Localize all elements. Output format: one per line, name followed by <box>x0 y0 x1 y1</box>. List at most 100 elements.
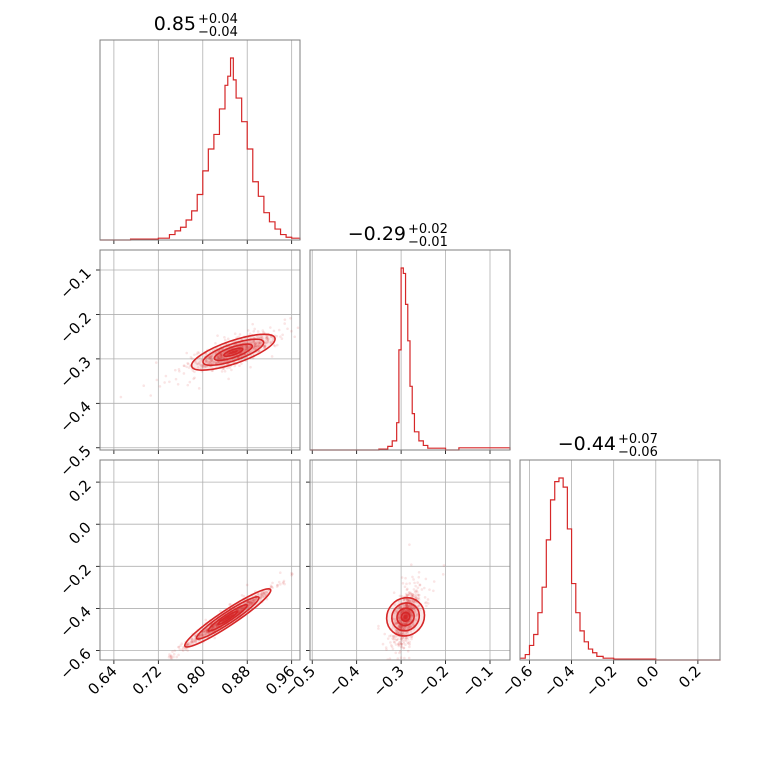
sample-point <box>411 594 415 598</box>
sample-point <box>213 636 216 640</box>
sample-point <box>423 596 427 599</box>
sample-point <box>404 631 408 635</box>
sample-point <box>246 600 249 604</box>
sample-point <box>247 603 251 606</box>
sample-point <box>251 598 255 602</box>
sample-point <box>253 327 256 331</box>
sample-point <box>398 625 402 629</box>
sample-point <box>302 339 305 342</box>
sample-point <box>216 355 220 359</box>
x-tick-label: −0.2 <box>414 662 452 700</box>
sample-point <box>413 581 416 585</box>
sample-point <box>253 599 257 602</box>
sample-point <box>185 351 189 355</box>
sample-point <box>391 637 394 640</box>
sample-point <box>392 640 396 644</box>
sample-point <box>254 342 257 345</box>
sample-point <box>424 577 428 581</box>
sample-point <box>400 610 404 614</box>
sample-point <box>246 345 250 349</box>
sample-point <box>417 570 421 574</box>
title-median: −0.44 <box>558 433 616 455</box>
sample-point <box>410 635 413 639</box>
sample-point <box>210 358 213 362</box>
sample-point <box>188 380 192 384</box>
sample-point <box>245 345 248 349</box>
sample-point <box>203 633 206 637</box>
sample-point <box>411 595 415 599</box>
sample-point <box>237 348 241 352</box>
sample-point <box>190 637 194 640</box>
sample-point <box>406 626 410 629</box>
sample-point <box>119 395 123 399</box>
sample-point <box>403 656 406 660</box>
sample-point <box>392 637 395 641</box>
sample-point <box>406 593 409 597</box>
sample-point <box>412 594 415 597</box>
sample-point <box>269 585 273 589</box>
sample-point <box>341 536 344 539</box>
sample-point <box>204 630 208 633</box>
sample-point <box>201 632 204 636</box>
sample-point <box>416 586 420 590</box>
y-tick-label: −0.2 <box>56 309 94 347</box>
sample-point <box>403 627 406 630</box>
sample-point <box>258 341 262 345</box>
x-tick-label: 0.64 <box>84 662 120 698</box>
sample-point <box>261 595 264 598</box>
sample-point <box>245 341 249 344</box>
sample-point <box>401 626 405 630</box>
sample-point <box>260 592 263 596</box>
x-tick-label: −0.4 <box>540 662 578 700</box>
sample-point <box>178 369 181 373</box>
sample-point <box>400 631 403 635</box>
axes-frame <box>309 459 511 661</box>
sample-point <box>219 353 222 357</box>
sample-point <box>244 345 247 348</box>
sample-point <box>190 640 193 644</box>
sample-point <box>410 563 413 567</box>
sample-point <box>270 355 274 358</box>
sample-point <box>252 329 256 333</box>
sample-point <box>399 605 403 608</box>
sample-point <box>196 366 200 369</box>
sample-point <box>220 353 224 357</box>
sample-point <box>381 642 385 646</box>
sample-point <box>249 601 252 604</box>
sample-point <box>184 647 188 651</box>
sample-point <box>255 597 258 601</box>
sample-point <box>402 631 406 634</box>
sample-point <box>410 604 413 608</box>
sample-point <box>169 656 173 660</box>
sample-point <box>402 646 405 650</box>
sample-point <box>316 559 319 562</box>
sample-point <box>212 626 216 630</box>
sample-point <box>170 657 174 660</box>
sample-point <box>247 603 251 607</box>
sample-point <box>177 645 181 649</box>
density-core <box>403 614 408 620</box>
sample-point <box>416 593 420 597</box>
sample-point <box>425 601 428 604</box>
sample-point <box>244 344 248 348</box>
sample-point <box>405 594 408 597</box>
sample-point <box>417 593 420 597</box>
sample-point <box>407 656 411 660</box>
sample-point <box>252 600 256 604</box>
y-tick-label: −0.4 <box>56 397 94 435</box>
sample-point <box>206 356 210 359</box>
sample-point <box>204 359 208 362</box>
sample-point <box>398 651 401 655</box>
sample-point <box>256 345 260 349</box>
joint-panel-1-2: −0.5 −0.4 −0.3 −0.2 −0.1 <box>56 249 305 480</box>
sample-point <box>252 339 256 343</box>
sample-point <box>168 654 171 658</box>
sample-point <box>233 364 236 368</box>
sample-point <box>265 590 268 594</box>
sample-point <box>200 632 204 636</box>
sample-point <box>394 621 398 624</box>
sample-point <box>412 600 416 603</box>
sample-point <box>254 342 257 345</box>
sample-point <box>408 640 411 644</box>
sample-point <box>409 606 413 610</box>
